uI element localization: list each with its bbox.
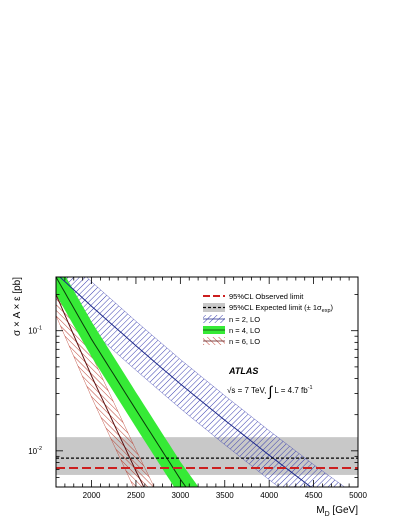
x-tick-label: 2000 <box>83 491 101 500</box>
legend-expected-label: 95%CL Expected limit (± 1σexp) <box>229 303 334 314</box>
plot-area <box>56 277 358 487</box>
x-tick-label: 2500 <box>127 491 145 500</box>
x-tick-label: 5000 <box>349 491 367 500</box>
line-n4 <box>56 277 187 487</box>
x-tick-label: 3500 <box>216 491 234 500</box>
band-n2 <box>56 277 346 487</box>
legend-observed-label: 95%CL Observed limit <box>229 292 304 301</box>
x-tick-label: 4500 <box>305 491 323 500</box>
line-n2 <box>59 277 312 487</box>
y-tick-label: 10-2 <box>28 446 42 456</box>
x-axis-title: MD [GeV] <box>316 505 358 518</box>
y-axis-title: σ × A × ε [pb] <box>12 277 23 336</box>
integral-sign: ∫ <box>268 383 274 399</box>
y-tick-label: 10-1 <box>28 326 42 336</box>
atlas-label: ATLAS <box>228 366 258 376</box>
legend-n2-label: n = 2, LO <box>229 315 260 324</box>
x-tick-label: 3000 <box>171 491 189 500</box>
line-n6 <box>56 294 145 487</box>
legend-n4-label: n = 4, LO <box>229 326 260 335</box>
legend-n6-label: n = 6, LO <box>229 337 260 346</box>
axes: 2000 2500 3000 3500 4000 4500 5000 10-2 10-1 <box>28 277 367 500</box>
legend: 95%CL Observed limit 95%CL Expected limi… <box>203 292 334 346</box>
band-n4 <box>56 277 199 487</box>
energy-lumi-label: √s = 7 TeV, ∫ L = 4.7 fb-1 <box>227 383 313 399</box>
x-tick-label: 4000 <box>260 491 278 500</box>
